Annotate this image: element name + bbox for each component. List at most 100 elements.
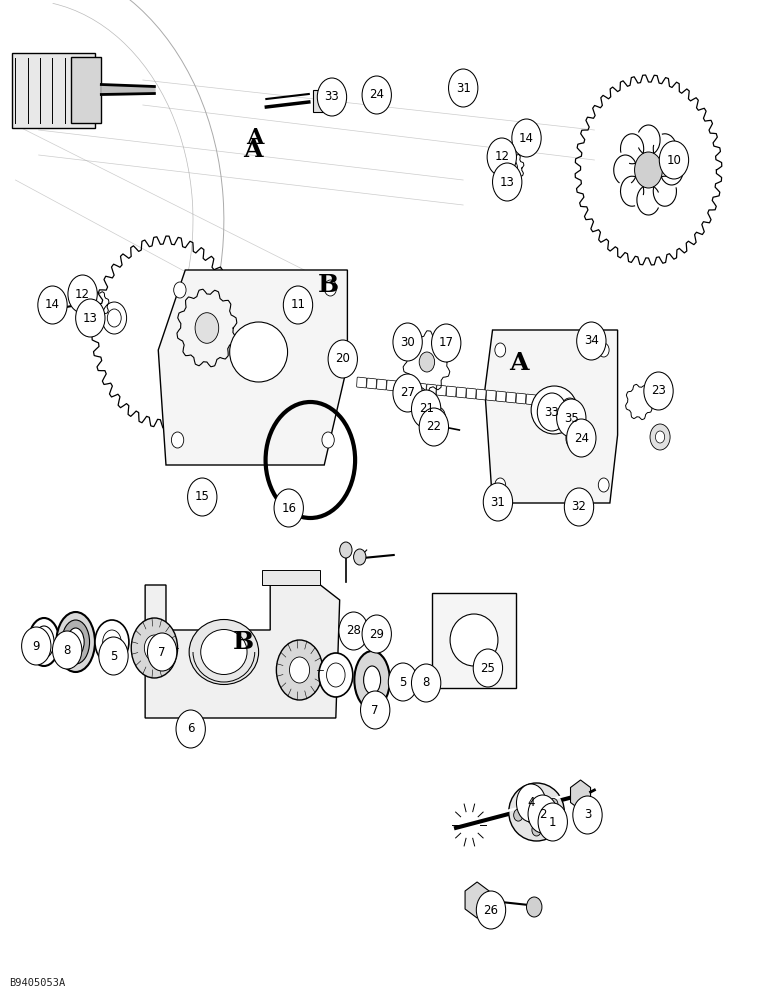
Circle shape	[567, 419, 596, 457]
Text: 14: 14	[45, 298, 60, 312]
Text: 6: 6	[187, 722, 195, 736]
Circle shape	[107, 309, 121, 327]
Text: 30: 30	[400, 336, 415, 349]
Text: 14: 14	[519, 131, 534, 144]
Text: 29: 29	[369, 628, 384, 641]
Text: 24: 24	[574, 432, 589, 444]
Circle shape	[362, 76, 391, 114]
Circle shape	[473, 649, 503, 687]
Circle shape	[419, 408, 449, 446]
Circle shape	[635, 152, 662, 188]
Circle shape	[565, 404, 574, 416]
Circle shape	[283, 286, 313, 324]
Circle shape	[495, 343, 506, 357]
FancyBboxPatch shape	[387, 380, 397, 391]
Text: 13: 13	[83, 312, 98, 324]
Circle shape	[422, 397, 437, 417]
Circle shape	[52, 631, 82, 669]
Circle shape	[557, 399, 586, 437]
Circle shape	[176, 710, 205, 748]
Polygon shape	[485, 330, 618, 503]
Text: 2: 2	[539, 808, 547, 820]
Circle shape	[195, 313, 218, 343]
Circle shape	[411, 664, 441, 702]
Circle shape	[38, 286, 67, 324]
FancyBboxPatch shape	[476, 389, 486, 400]
FancyBboxPatch shape	[406, 382, 416, 393]
Text: 17: 17	[438, 336, 454, 350]
Text: 7: 7	[371, 704, 379, 716]
Circle shape	[598, 478, 609, 492]
Circle shape	[188, 478, 217, 516]
Ellipse shape	[354, 651, 390, 709]
Circle shape	[577, 322, 606, 360]
Circle shape	[144, 635, 164, 661]
Circle shape	[655, 431, 665, 443]
Circle shape	[419, 352, 435, 372]
Circle shape	[537, 393, 567, 431]
Text: A: A	[243, 138, 263, 162]
Text: 21: 21	[418, 402, 434, 416]
Circle shape	[362, 615, 391, 653]
Text: 34: 34	[584, 334, 599, 348]
Text: 8: 8	[63, 644, 71, 656]
Circle shape	[516, 784, 546, 822]
FancyBboxPatch shape	[436, 385, 446, 396]
Circle shape	[174, 282, 186, 298]
Text: 31: 31	[455, 82, 471, 95]
Circle shape	[560, 398, 579, 422]
Text: 11: 11	[290, 298, 306, 312]
Text: B9405053A: B9405053A	[9, 978, 66, 988]
Circle shape	[95, 620, 129, 664]
Text: 12: 12	[494, 150, 510, 163]
Ellipse shape	[67, 628, 84, 656]
Ellipse shape	[56, 612, 95, 672]
Circle shape	[495, 478, 506, 492]
Bar	[71, 57, 101, 123]
Circle shape	[102, 302, 127, 334]
Ellipse shape	[34, 626, 54, 658]
Circle shape	[171, 432, 184, 448]
FancyBboxPatch shape	[526, 394, 536, 405]
Text: 7: 7	[158, 646, 166, 658]
Circle shape	[324, 280, 337, 296]
Text: 16: 16	[281, 502, 296, 514]
Circle shape	[411, 387, 427, 407]
Circle shape	[598, 343, 609, 357]
Circle shape	[566, 426, 584, 450]
Circle shape	[549, 798, 558, 810]
Circle shape	[434, 412, 442, 422]
Circle shape	[99, 637, 128, 675]
Text: 12: 12	[75, 288, 90, 300]
FancyBboxPatch shape	[397, 381, 407, 392]
Text: 31: 31	[490, 495, 506, 508]
Circle shape	[415, 392, 423, 402]
FancyBboxPatch shape	[377, 379, 387, 390]
Polygon shape	[145, 585, 340, 718]
Text: A: A	[246, 127, 263, 149]
Circle shape	[388, 663, 418, 701]
Circle shape	[529, 788, 538, 800]
Circle shape	[339, 612, 368, 650]
Ellipse shape	[62, 620, 90, 664]
FancyBboxPatch shape	[506, 392, 516, 403]
Circle shape	[493, 163, 522, 201]
Circle shape	[328, 340, 357, 378]
Circle shape	[425, 402, 433, 412]
Circle shape	[276, 640, 323, 700]
Circle shape	[393, 323, 422, 361]
Circle shape	[317, 78, 347, 116]
Text: 26: 26	[483, 904, 499, 916]
FancyBboxPatch shape	[466, 388, 476, 399]
Text: 32: 32	[571, 500, 587, 514]
Text: 15: 15	[195, 490, 210, 504]
Bar	[432, 593, 516, 688]
Text: 20: 20	[335, 353, 350, 365]
Circle shape	[538, 803, 567, 841]
Circle shape	[644, 372, 673, 410]
Text: 24: 24	[369, 89, 384, 102]
FancyBboxPatch shape	[446, 386, 456, 397]
Text: 5: 5	[110, 650, 117, 662]
FancyBboxPatch shape	[367, 378, 377, 389]
Circle shape	[573, 796, 602, 834]
